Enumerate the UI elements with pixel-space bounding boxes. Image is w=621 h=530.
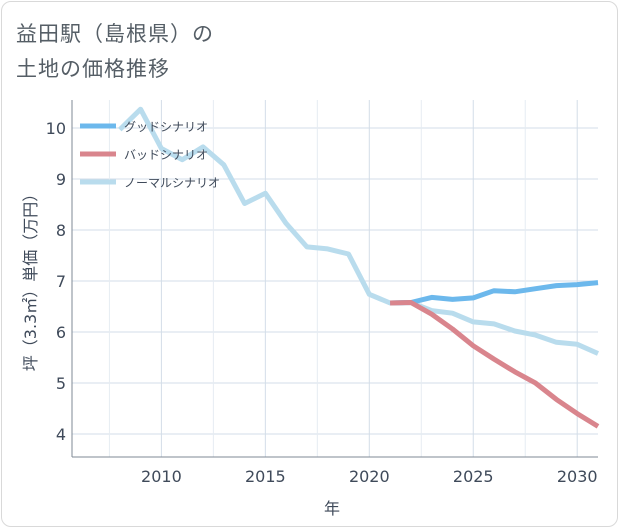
x-tick-label-2025: 2025: [453, 467, 494, 486]
legend-bad-scenario-label: バッドシナリオ: [124, 148, 208, 162]
x-axis-label: 年: [324, 499, 340, 518]
good-scenario-line: [390, 280, 599, 306]
y-tick-label-9: 9: [56, 170, 66, 189]
bad-scenario-line: [390, 300, 600, 429]
x-tick-label-2010: 2010: [141, 467, 182, 486]
y-tick-label-8: 8: [56, 221, 66, 240]
legend-normal-scenario-label: ノーマルシナリオ: [124, 176, 220, 190]
x-tick-label-2030: 2030: [557, 467, 598, 486]
y-axis-label: 坪（3.3㎡）単価（万円）: [21, 186, 40, 371]
chart-title-line-1: 益田駅（島根県）の: [16, 22, 214, 46]
y-tick-label-6: 6: [56, 323, 66, 342]
normal-scenario-line: [118, 106, 600, 356]
x-tick-label-2020: 2020: [349, 467, 390, 486]
chart-title-line-2: 土地の価格推移: [16, 57, 170, 81]
y-tick-label-7: 7: [56, 272, 66, 291]
legend-good-scenario-label: グッドシナリオ: [124, 120, 208, 134]
y-tick-label-10: 10: [46, 119, 66, 138]
x-tick-label-2015: 2015: [245, 467, 286, 486]
y-tick-label-5: 5: [56, 374, 66, 393]
y-tick-label-4: 4: [56, 425, 66, 444]
